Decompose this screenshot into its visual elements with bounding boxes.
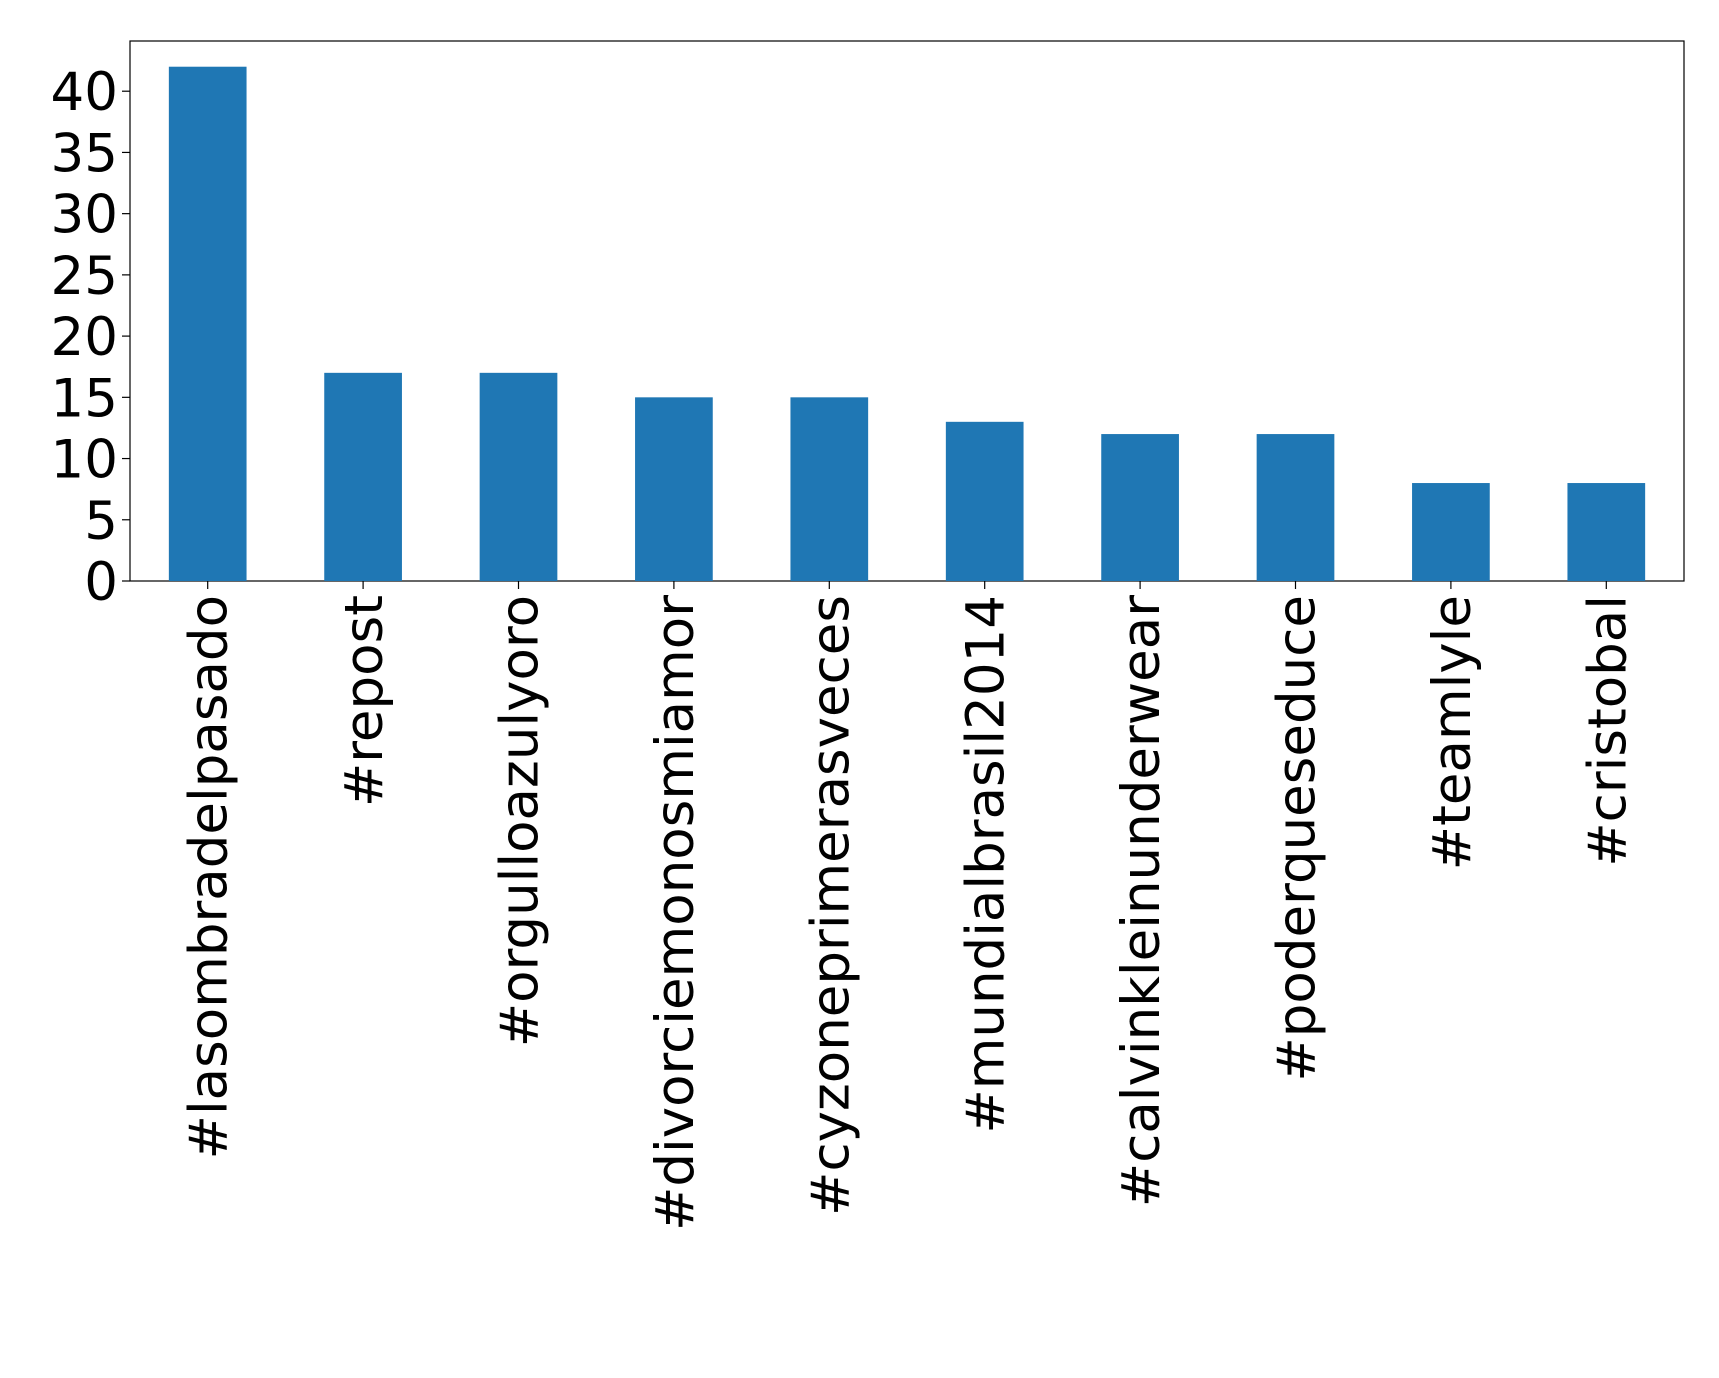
bar <box>479 372 558 581</box>
x-tick-label: #divorciemonosmiamor <box>645 595 706 1231</box>
x-tick-label: #mundialbrasil2014 <box>956 595 1017 1134</box>
y-tick-label: 10 <box>51 430 118 491</box>
x-tick-label: #cristobal <box>1577 595 1638 867</box>
y-tick-label: 20 <box>51 307 118 368</box>
x-tick-label: #repost <box>334 595 395 807</box>
bar <box>1101 434 1179 581</box>
y-tick-label: 5 <box>84 491 118 552</box>
x-tick-label: #teamlyle <box>1422 595 1483 870</box>
x-tick-label: #poderqueseduce <box>1267 595 1328 1082</box>
x-tick-label: #orgulloazulyoro <box>490 595 551 1047</box>
y-tick-label: 30 <box>51 185 118 246</box>
bar <box>324 372 402 581</box>
x-tick-label: #lasombradelpasado <box>179 595 240 1159</box>
bar <box>945 421 1024 581</box>
plot-frame <box>129 40 1685 582</box>
y-tick-label: 0 <box>84 552 118 613</box>
bar <box>1256 434 1335 581</box>
bar <box>168 66 247 581</box>
bar <box>635 397 713 581</box>
y-tick-label: 35 <box>51 123 118 184</box>
y-tick-label: 15 <box>51 368 118 429</box>
y-tick-label: 40 <box>51 62 118 123</box>
y-tick-label: 25 <box>51 246 118 307</box>
bar <box>790 397 869 581</box>
x-tick-label: #cyzoneprimerasveces <box>800 595 861 1216</box>
bar <box>1567 483 1646 581</box>
bar <box>1412 483 1490 581</box>
x-tick-label: #calvinkleinunderwear <box>1111 595 1172 1207</box>
